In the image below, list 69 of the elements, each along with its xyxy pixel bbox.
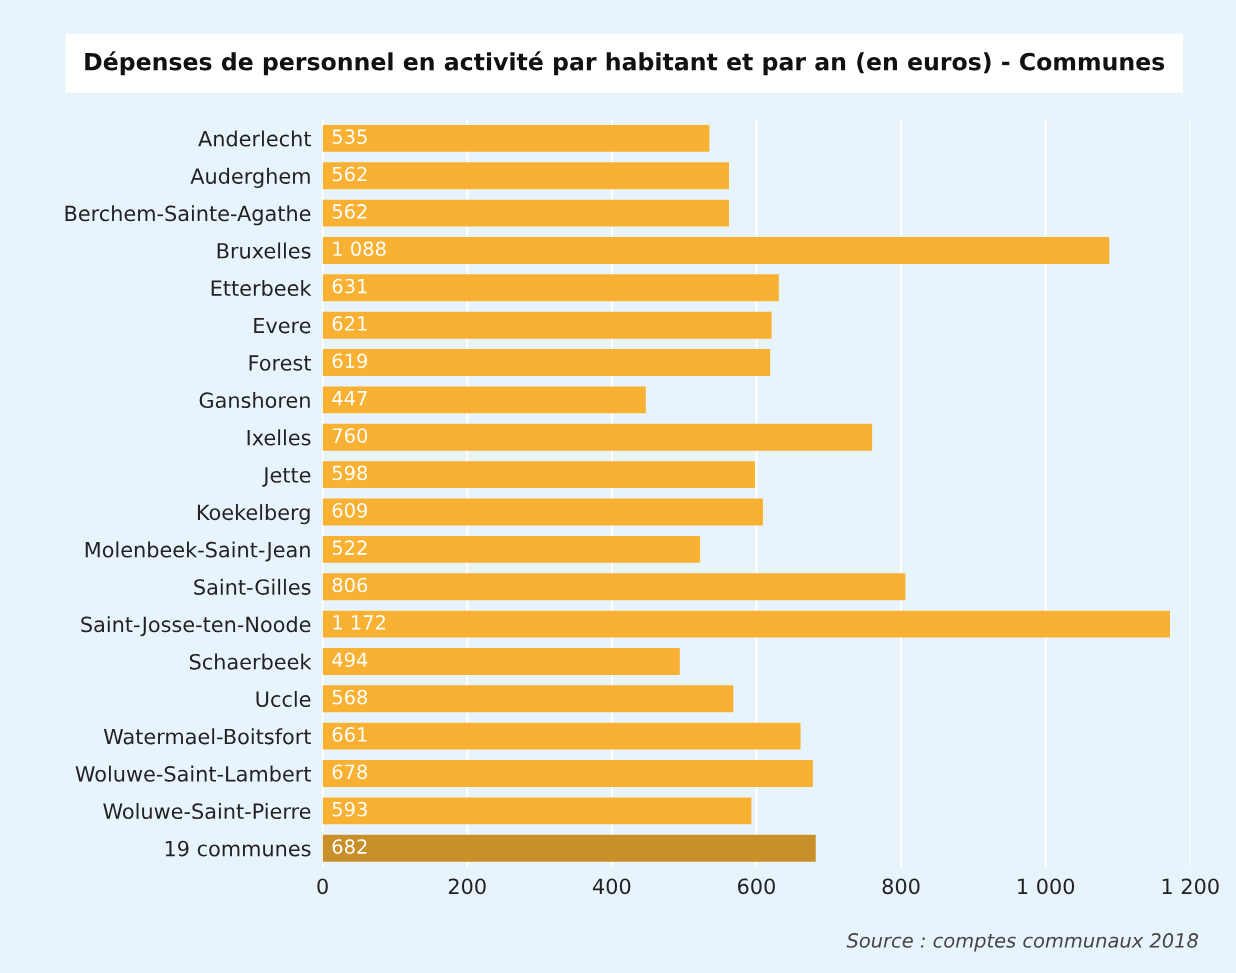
- data-label: 760: [332, 428, 368, 443]
- data-label: 522: [332, 540, 367, 555]
- data-label: 806: [332, 577, 368, 593]
- bar: [322, 349, 771, 376]
- bar: [322, 647, 680, 675]
- bar: [322, 386, 646, 414]
- bar: [322, 124, 710, 152]
- x-tick-label: 800: [882, 878, 920, 895]
- bar: [322, 237, 1110, 264]
- bar: [322, 760, 813, 787]
- y-tick-label: Schaerbeek: [189, 653, 312, 670]
- y-tick-label: Jette: [262, 467, 311, 487]
- data-label: 678: [332, 764, 368, 780]
- data-label: 447: [332, 391, 367, 406]
- y-tick-label: Molenbeek-Saint-Jean: [85, 541, 310, 562]
- x-tick-label: 1 200: [1162, 878, 1219, 895]
- bar: [322, 311, 772, 339]
- data-label: 568: [332, 689, 368, 705]
- y-tick-label: Etterbeek: [211, 279, 312, 297]
- y-tick-label: 19 communes: [165, 840, 311, 857]
- y-tick-label: Koekelberg: [197, 504, 310, 525]
- y-tick-label: Evere: [254, 317, 311, 334]
- data-label: 661: [332, 727, 367, 742]
- y-tick-label: Berchem-Sainte-Agathe: [65, 205, 311, 226]
- bar: [322, 610, 1171, 638]
- x-tick-label: 0: [317, 878, 328, 895]
- data-label: 593: [332, 801, 367, 817]
- chart-title: Dépenses de personnel en activité par habitant et par an (en euros) - Communes: [85, 51, 1165, 76]
- data-label: 562: [332, 166, 367, 182]
- bar: [322, 685, 734, 713]
- data-label: 494: [332, 652, 368, 668]
- x-tick-label: 400: [592, 878, 631, 895]
- y-tick-label: Ganshoren: [199, 391, 310, 409]
- y-tick-label: Woluwe-Saint-Pierre: [103, 802, 311, 820]
- y-tick-label: Saint-Gilles: [194, 578, 311, 595]
- y-tick-label: Auderghem: [190, 167, 310, 188]
- data-label: 631: [332, 278, 367, 294]
- bar: [322, 199, 729, 227]
- bar: [322, 834, 816, 862]
- data-label: 1 172: [333, 615, 385, 630]
- y-tick-label: Ixelles: [247, 429, 311, 446]
- y-tick-label: Forest: [249, 355, 311, 371]
- data-label: 1 088: [333, 241, 386, 257]
- bar: [322, 423, 873, 451]
- y-tick-label: Saint-Josse-ten-Noode: [81, 616, 311, 637]
- y-tick-label: Anderlecht: [198, 130, 311, 147]
- y-tick-label: Watermael-Boitsfort: [103, 728, 311, 745]
- data-label: 682: [332, 839, 367, 854]
- y-tick-label: Woluwe-Saint-Lambert: [75, 765, 311, 782]
- y-tick-label: Bruxelles: [217, 242, 311, 259]
- bar: [322, 498, 763, 526]
- bar: [322, 535, 701, 563]
- data-label: 562: [332, 204, 367, 219]
- bar: [322, 797, 752, 825]
- data-label: 621: [332, 316, 367, 331]
- x-tick-label: 1 000: [1018, 878, 1075, 895]
- bar: [322, 162, 729, 190]
- data-label: 598: [332, 465, 368, 481]
- data-label: 609: [332, 502, 368, 518]
- x-tick-label: 600: [738, 878, 775, 895]
- y-tick-label: Uccle: [256, 690, 311, 708]
- bar: [322, 461, 755, 489]
- x-tick-label: 200: [448, 878, 486, 895]
- data-label: 535: [332, 129, 367, 144]
- bar: [322, 274, 779, 302]
- bar: [322, 573, 906, 601]
- bar: [322, 722, 801, 750]
- source-note: Source : comptes communaux 2018: [846, 933, 1199, 952]
- data-label: 619: [332, 353, 368, 369]
